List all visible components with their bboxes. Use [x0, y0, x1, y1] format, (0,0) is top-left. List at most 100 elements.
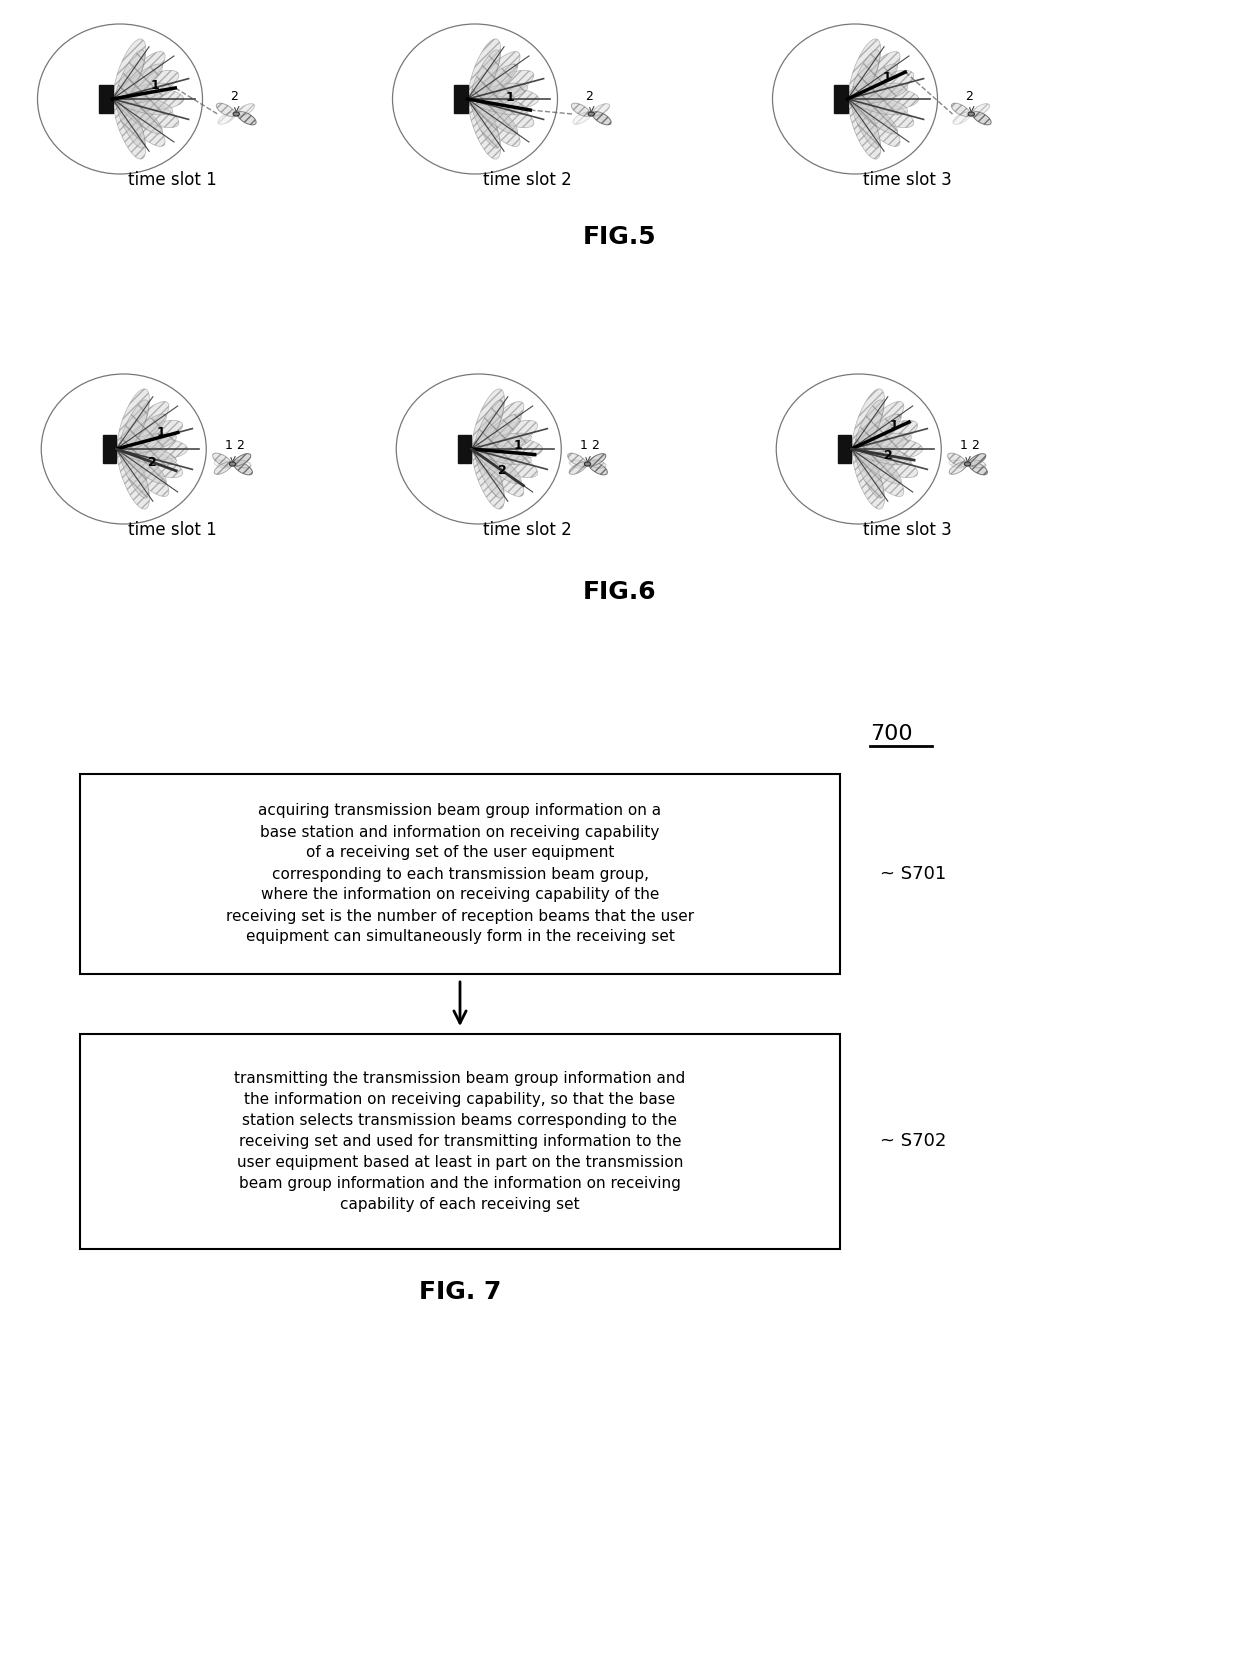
Ellipse shape [237, 111, 257, 124]
Text: 1: 1 [890, 420, 899, 432]
Ellipse shape [118, 443, 176, 465]
Ellipse shape [115, 93, 145, 149]
Ellipse shape [593, 111, 611, 124]
Text: 1: 1 [224, 438, 233, 452]
Ellipse shape [115, 65, 162, 104]
Ellipse shape [949, 460, 967, 468]
Text: 2: 2 [585, 91, 593, 104]
Ellipse shape [118, 389, 150, 457]
Text: 1: 1 [505, 91, 515, 104]
Text: 1: 1 [883, 71, 892, 84]
Text: 700: 700 [870, 724, 913, 744]
Ellipse shape [474, 400, 503, 455]
Ellipse shape [117, 420, 182, 455]
Text: 1: 1 [960, 438, 968, 452]
Text: ~ S702: ~ S702 [880, 1133, 946, 1151]
Text: time slot 1: time slot 1 [128, 521, 217, 539]
Ellipse shape [952, 112, 971, 124]
Ellipse shape [119, 400, 149, 455]
Ellipse shape [469, 83, 528, 104]
Ellipse shape [114, 94, 172, 114]
Ellipse shape [113, 93, 179, 127]
Ellipse shape [848, 40, 880, 106]
Ellipse shape [472, 402, 523, 455]
Ellipse shape [470, 93, 500, 149]
Text: 2: 2 [237, 438, 244, 452]
Ellipse shape [572, 103, 590, 116]
Ellipse shape [113, 71, 179, 106]
Ellipse shape [115, 50, 145, 104]
Ellipse shape [114, 91, 146, 159]
Text: 1: 1 [580, 438, 588, 452]
Ellipse shape [847, 88, 919, 111]
Ellipse shape [471, 420, 538, 455]
FancyBboxPatch shape [81, 1034, 839, 1249]
Bar [835, 84, 847, 112]
Ellipse shape [589, 461, 608, 475]
Ellipse shape [233, 453, 250, 466]
Ellipse shape [472, 443, 532, 465]
Bar [103, 435, 117, 463]
Ellipse shape [854, 443, 884, 498]
Text: 1: 1 [150, 79, 159, 93]
Text: FIG.5: FIG.5 [583, 225, 657, 250]
Text: transmitting the transmission beam group information and
the information on rece: transmitting the transmission beam group… [234, 1072, 686, 1212]
Text: 2: 2 [231, 91, 238, 104]
Ellipse shape [853, 443, 911, 465]
Ellipse shape [588, 453, 606, 466]
Text: 2: 2 [148, 455, 156, 468]
Ellipse shape [216, 103, 236, 116]
Ellipse shape [569, 460, 587, 468]
Ellipse shape [470, 65, 517, 104]
Text: 1: 1 [157, 425, 166, 438]
Ellipse shape [467, 93, 534, 127]
Ellipse shape [968, 460, 986, 468]
Ellipse shape [949, 461, 967, 475]
Ellipse shape [968, 453, 986, 466]
Ellipse shape [115, 94, 162, 134]
Text: 2: 2 [971, 438, 980, 452]
Ellipse shape [851, 438, 923, 460]
Ellipse shape [851, 93, 880, 149]
Ellipse shape [233, 460, 250, 468]
Text: 2: 2 [965, 91, 973, 104]
Ellipse shape [471, 438, 543, 460]
Ellipse shape [114, 40, 146, 106]
Ellipse shape [569, 461, 587, 475]
Ellipse shape [968, 112, 975, 116]
Text: time slot 2: time slot 2 [484, 521, 572, 539]
Ellipse shape [119, 414, 166, 453]
Ellipse shape [852, 402, 904, 455]
Ellipse shape [588, 460, 606, 468]
Text: acquiring transmission beam group information on a
base station and information : acquiring transmission beam group inform… [226, 804, 694, 944]
Bar [454, 84, 467, 112]
Ellipse shape [848, 91, 880, 159]
Ellipse shape [471, 443, 538, 478]
Ellipse shape [215, 461, 232, 475]
Ellipse shape [113, 88, 184, 111]
Ellipse shape [851, 50, 880, 104]
Ellipse shape [849, 94, 898, 134]
Ellipse shape [972, 104, 990, 116]
Text: 2: 2 [498, 465, 507, 478]
Ellipse shape [972, 111, 991, 124]
Ellipse shape [469, 91, 501, 159]
Ellipse shape [218, 112, 236, 124]
Bar [99, 84, 113, 112]
Text: time slot 3: time slot 3 [863, 521, 952, 539]
Ellipse shape [212, 453, 232, 466]
Ellipse shape [467, 88, 538, 111]
Ellipse shape [852, 442, 884, 509]
Ellipse shape [114, 93, 165, 147]
Ellipse shape [852, 443, 918, 478]
Ellipse shape [472, 442, 505, 509]
Ellipse shape [233, 112, 239, 116]
Ellipse shape [474, 414, 521, 453]
Ellipse shape [233, 461, 253, 475]
Text: time slot 3: time slot 3 [863, 172, 952, 189]
Ellipse shape [584, 461, 590, 466]
Ellipse shape [469, 93, 520, 147]
Text: time slot 2: time slot 2 [484, 172, 572, 189]
Ellipse shape [951, 103, 970, 116]
Ellipse shape [849, 65, 898, 104]
